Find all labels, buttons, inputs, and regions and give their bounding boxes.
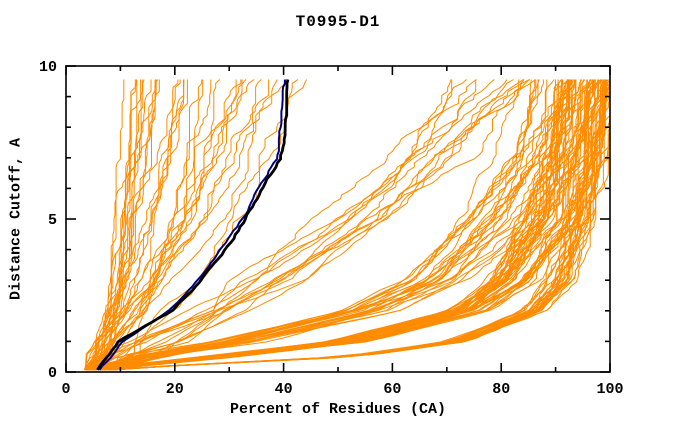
chart-title: T0995-D1 (295, 13, 381, 31)
model-curve (88, 79, 138, 371)
model-curve (94, 79, 555, 371)
model-black-curve (96, 79, 290, 371)
x-axis-label: Percent of Residues (CA) (229, 401, 447, 418)
model-curve (93, 79, 262, 370)
y-tick-label: 0 (48, 365, 57, 382)
model-curve (88, 79, 537, 371)
model-curve (86, 79, 145, 371)
axes-box-and-ticks (65, 65, 611, 373)
model-curve (112, 79, 514, 371)
model-curve (94, 79, 559, 371)
y-tick-label: 5 (48, 212, 57, 229)
model-curve (100, 79, 600, 371)
model-curve (96, 79, 569, 371)
model-curve (112, 79, 530, 371)
model-curve (88, 79, 188, 371)
model-curve (108, 79, 586, 371)
x-tick-label: 100 (596, 381, 623, 398)
model-curve (93, 79, 477, 371)
model-curve (111, 79, 536, 371)
model-curve (113, 79, 599, 371)
model-curve (98, 79, 588, 371)
model-curve (93, 79, 570, 371)
model-curve (111, 79, 607, 371)
model-curve (98, 79, 575, 371)
model-curve (92, 79, 562, 371)
model-curve (109, 79, 591, 371)
model-curve (90, 79, 179, 371)
model-curve (85, 79, 477, 371)
model-curve (112, 79, 525, 371)
model-curve (87, 79, 288, 371)
model-curve (89, 79, 203, 371)
model-curve (113, 79, 611, 371)
y-axis-label: Distance Cutoff, A (7, 137, 25, 301)
x-tick-label: 60 (383, 381, 401, 398)
model-curve (111, 79, 581, 371)
model-curve (83, 79, 242, 371)
model-curve (84, 79, 237, 370)
model-curve (92, 79, 156, 371)
model-curve (85, 79, 247, 370)
model-curve (97, 79, 572, 371)
model-curve (112, 79, 524, 371)
x-tick-label: 40 (275, 381, 293, 398)
x-tick-label: 0 (61, 381, 70, 398)
tick-labels: 0 20 40 60 80 100 0 5 10 (39, 59, 624, 398)
model-curve (110, 79, 606, 371)
model-curve (90, 79, 255, 371)
model-curve (100, 79, 588, 371)
model-curve (85, 79, 243, 371)
model-curve (84, 79, 452, 371)
model-curve (90, 79, 453, 371)
y-tick-label: 10 (39, 59, 57, 76)
model-curve (91, 79, 159, 371)
x-tick-label: 20 (166, 381, 184, 398)
model-curve (85, 79, 181, 370)
model-curves (83, 79, 611, 371)
model-curve (107, 79, 593, 371)
x-tick-label: 80 (492, 381, 510, 398)
